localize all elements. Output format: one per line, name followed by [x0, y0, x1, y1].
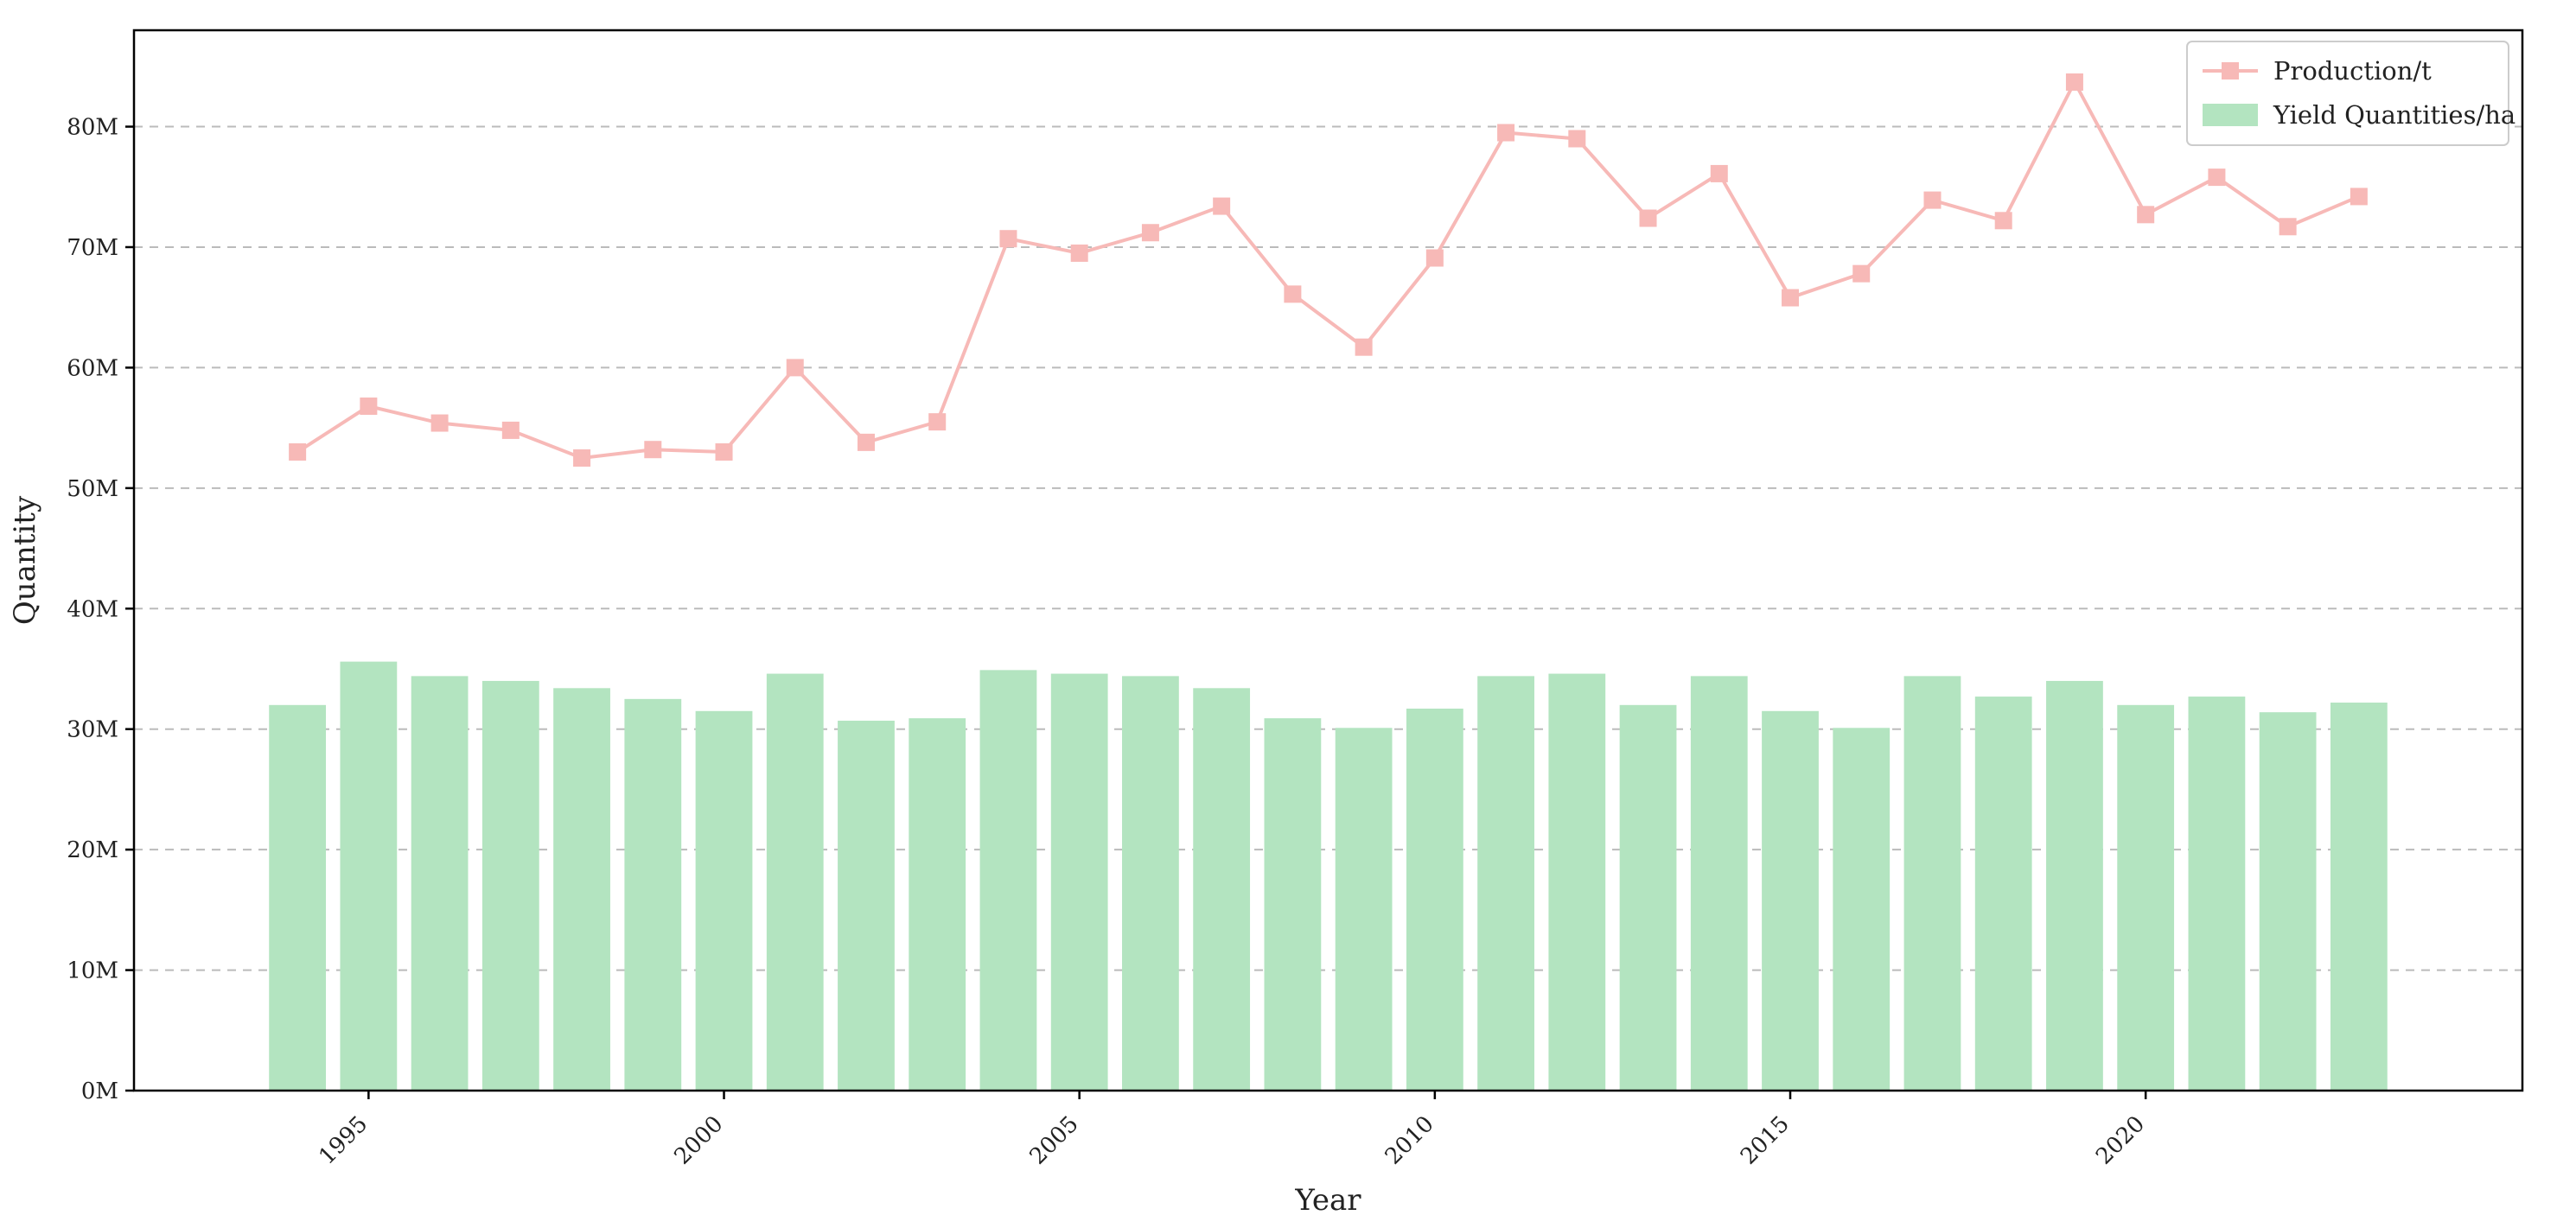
line-point — [644, 441, 662, 459]
line-point — [430, 414, 449, 432]
bar — [481, 680, 539, 1091]
bar — [1974, 697, 2032, 1091]
y-tick-label: 60M — [67, 355, 118, 381]
y-tick-label: 50M — [67, 476, 118, 502]
line-point — [1213, 197, 1231, 215]
bar — [2046, 680, 2103, 1091]
bar — [2188, 697, 2246, 1091]
line-point — [573, 449, 591, 467]
x-axis-title: Year — [1294, 1183, 1361, 1218]
line-point — [289, 443, 307, 461]
bar — [1690, 676, 1748, 1091]
line-point — [1497, 124, 1515, 142]
bar — [909, 718, 966, 1091]
line-point — [1568, 130, 1586, 148]
line-point — [1070, 244, 1088, 262]
bar-series — [269, 661, 2388, 1091]
line-series — [289, 73, 2368, 467]
bar — [1762, 710, 1819, 1091]
bar — [838, 720, 895, 1091]
line-point — [2208, 169, 2226, 187]
line-point — [2065, 73, 2083, 91]
line-point — [1923, 191, 1942, 209]
y-tick-label: 30M — [67, 717, 118, 743]
bar — [624, 698, 682, 1091]
line-point — [1782, 289, 1800, 307]
x-tick-label: 2010 — [1380, 1111, 1439, 1170]
line-point — [2279, 218, 2297, 236]
line-point — [928, 413, 947, 431]
x-tick-label: 1995 — [314, 1111, 373, 1170]
bar — [553, 688, 610, 1091]
line-point — [501, 421, 520, 439]
x-tick-label: 2015 — [1736, 1111, 1795, 1170]
legend-label-yield: Yield Quantities/ha — [2273, 100, 2515, 130]
y-tick-label: 0M — [81, 1078, 118, 1104]
x-tick-label: 2020 — [2091, 1111, 2150, 1170]
bar — [695, 710, 753, 1091]
line-point — [857, 433, 875, 451]
x-tick-label: 2000 — [669, 1111, 728, 1170]
line-point — [786, 359, 804, 377]
bar — [1406, 709, 1463, 1091]
legend: Production/t Yield Quantities/ha — [2186, 41, 2515, 146]
bar — [1122, 676, 1179, 1091]
bar — [1619, 704, 1677, 1091]
legend-bar-swatch — [2203, 104, 2258, 126]
bar — [1833, 728, 1891, 1091]
y-tick-label: 10M — [67, 958, 118, 984]
line-point — [715, 443, 733, 461]
production-line — [296, 78, 2360, 461]
bar — [2259, 712, 2317, 1091]
line-point — [1994, 212, 2012, 230]
bar — [1548, 673, 1606, 1091]
y-tick-label: 70M — [67, 235, 118, 261]
x-tick-label: 2005 — [1025, 1111, 1084, 1170]
y-tick-label: 40M — [67, 596, 118, 622]
line-point — [1284, 285, 1302, 303]
legend-line-marker — [2222, 62, 2239, 80]
line-point — [2137, 206, 2155, 224]
bar — [1193, 688, 1251, 1091]
bar — [2330, 703, 2388, 1091]
y-axis-title: Quantity — [8, 495, 42, 625]
bar — [269, 704, 327, 1091]
line-point — [2350, 188, 2368, 206]
y-axis-ticks: 0M 10M 20M 30M 40M 50M 60M 70M 80M — [67, 115, 134, 1104]
legend-label-production: Production/t — [2273, 56, 2432, 86]
y-tick-label: 80M — [67, 115, 118, 141]
bar — [2117, 704, 2175, 1091]
plot-frame — [132, 29, 2524, 1092]
bar — [1477, 676, 1534, 1091]
bar — [1050, 673, 1108, 1091]
legend-box — [2186, 41, 2509, 146]
bar — [1264, 718, 1322, 1091]
bar — [979, 670, 1037, 1091]
line-point — [1141, 224, 1159, 242]
line-point — [1710, 164, 1728, 182]
line-point — [1852, 264, 1871, 283]
x-axis-ticks: 1995 2000 2005 2010 2015 2020 — [314, 1091, 2150, 1170]
line-point — [1425, 249, 1444, 267]
line-point — [1639, 209, 1657, 227]
bar — [1335, 728, 1393, 1091]
y-tick-label: 20M — [67, 837, 118, 863]
line-point — [999, 230, 1017, 248]
bar — [766, 673, 824, 1091]
bar — [340, 661, 398, 1091]
bar — [411, 676, 469, 1091]
line-point — [1355, 338, 1373, 356]
line-point — [360, 398, 378, 416]
bar — [1903, 676, 1961, 1091]
